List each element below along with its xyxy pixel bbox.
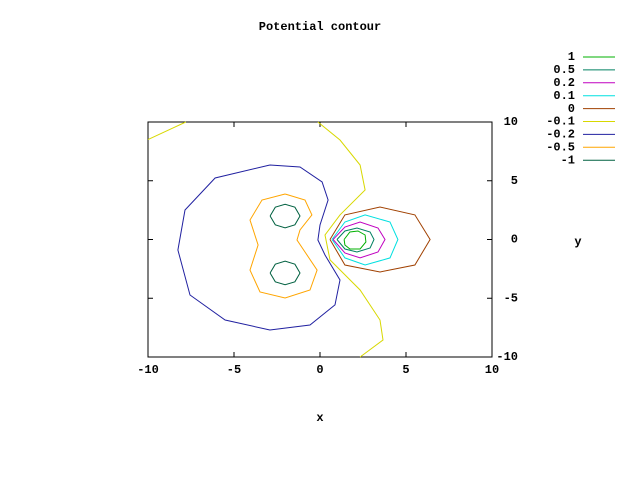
legend-label: 0 xyxy=(568,102,575,116)
legend-label: -0.2 xyxy=(546,128,575,142)
contour-line xyxy=(329,206,431,273)
legend-label: 0.5 xyxy=(553,63,575,77)
legend-label: 0.1 xyxy=(553,89,575,103)
y-axis-label: y xyxy=(574,235,581,249)
y-tick-label: -10 xyxy=(496,350,518,364)
legend-label: 1 xyxy=(568,50,575,64)
contour-line xyxy=(331,214,399,266)
legend-label: 0.2 xyxy=(553,76,575,90)
contour-line xyxy=(249,193,318,299)
chart-title: Potential contour xyxy=(259,20,381,34)
legend-label: -0.5 xyxy=(546,140,575,154)
y-tick-label: 10 xyxy=(504,115,518,129)
contour-line xyxy=(269,203,301,286)
x-tick-label: -10 xyxy=(137,363,159,377)
y-tick-label: 5 xyxy=(511,174,518,188)
x-tick-label: 0 xyxy=(316,363,323,377)
contour-line xyxy=(177,164,341,331)
x-tick-label: 10 xyxy=(485,363,499,377)
legend-label: -0.1 xyxy=(546,115,575,129)
contour-line xyxy=(343,230,367,250)
y-tick-label: -5 xyxy=(504,291,518,305)
legend-label: -1 xyxy=(561,153,575,167)
x-axis-label: x xyxy=(316,411,323,425)
contour-line xyxy=(147,121,384,358)
contour-line xyxy=(332,221,386,259)
x-tick-label: 5 xyxy=(402,363,409,377)
x-tick-label: -5 xyxy=(227,363,241,377)
y-tick-label: 0 xyxy=(511,233,518,247)
contour-line xyxy=(336,227,375,253)
